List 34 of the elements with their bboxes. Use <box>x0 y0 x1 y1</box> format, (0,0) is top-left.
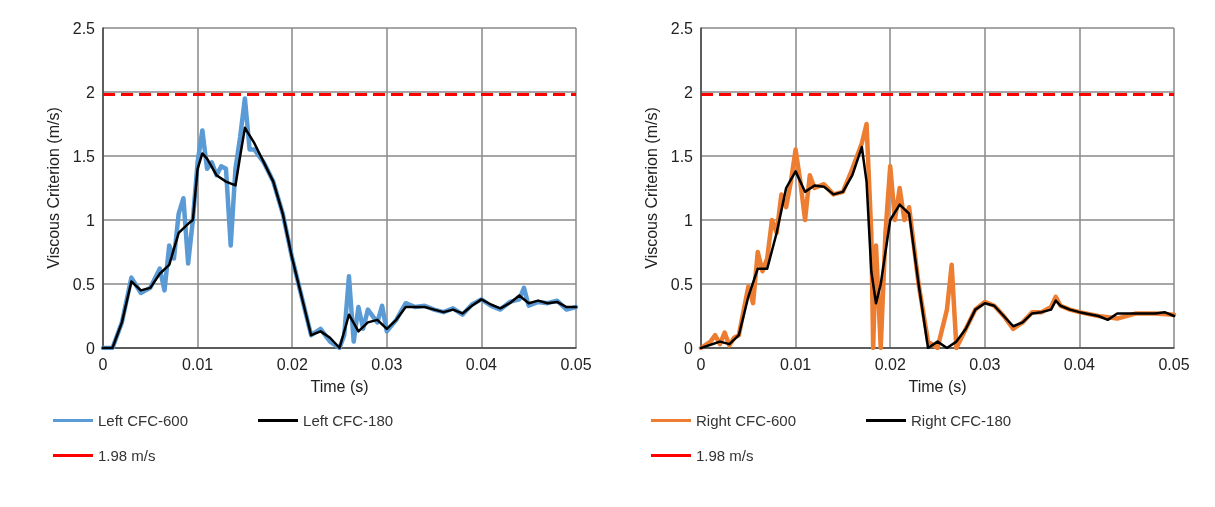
x-tick-label: 0 <box>98 355 108 373</box>
x-axis-title: Time (s) <box>310 377 369 395</box>
legend-label: Right CFC-600 <box>696 412 797 429</box>
y-tick-label: 2 <box>684 83 694 101</box>
y-axis-title: Viscous Criterion (m/s) <box>643 107 661 269</box>
y-tick-label: 1 <box>684 211 694 229</box>
y-tick-label: 0 <box>684 339 694 357</box>
legend-label: 1.98 m/s <box>696 447 754 464</box>
x-axis-title: Time (s) <box>908 377 967 395</box>
legend-label: 1.98 m/s <box>98 447 156 464</box>
x-tick-label: 0.04 <box>465 355 498 373</box>
y-tick-label: 1.5 <box>72 147 96 165</box>
y-tick-label: 1 <box>86 211 96 229</box>
x-tick-label: 0.03 <box>371 355 403 373</box>
y-tick-label: 0.5 <box>72 275 96 293</box>
y-tick-label: 2.5 <box>670 19 694 37</box>
y-tick-label: 1.5 <box>670 147 694 165</box>
x-tick-label: 0.05 <box>1158 355 1190 373</box>
y-tick-label: 0.5 <box>670 275 694 293</box>
y-tick-label: 2 <box>86 83 96 101</box>
legend-label: Left CFC-600 <box>98 412 189 429</box>
legend-label: Left CFC-180 <box>303 412 394 429</box>
x-tick-label: 0.04 <box>1063 355 1096 373</box>
x-tick-label: 0.02 <box>874 355 906 373</box>
x-tick-label: 0.01 <box>182 355 214 373</box>
x-tick-label: 0.01 <box>780 355 812 373</box>
legend-label: Right CFC-180 <box>911 412 1012 429</box>
x-tick-label: 0.05 <box>560 355 592 373</box>
x-tick-label: 0.02 <box>276 355 308 373</box>
y-axis-title: Viscous Criterion (m/s) <box>45 107 63 269</box>
x-tick-label: 0.03 <box>969 355 1001 373</box>
y-tick-label: 0 <box>86 339 96 357</box>
y-tick-label: 2.5 <box>72 19 96 37</box>
x-tick-label: 0 <box>696 355 706 373</box>
